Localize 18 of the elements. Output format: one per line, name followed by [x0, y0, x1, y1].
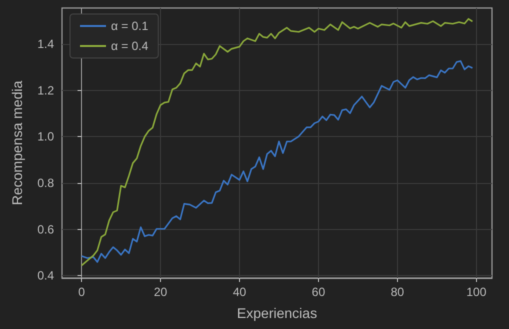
- x-tick-label: 20: [154, 285, 168, 299]
- x-tick-label: 60: [312, 285, 326, 299]
- y-tick-label: 0.6: [37, 222, 54, 236]
- y-axis-title: Recompensa media: [9, 80, 25, 206]
- line-series: [80, 18, 474, 266]
- legend-label: α = 0.1: [111, 19, 149, 33]
- line-series: [80, 60, 474, 263]
- x-tick-label: 40: [232, 285, 246, 299]
- y-tick-label: 1.0: [37, 130, 54, 144]
- legend-label: α = 0.4: [111, 39, 149, 53]
- x-tick-label: 80: [390, 285, 404, 299]
- y-tick-label: 0.4: [37, 268, 54, 283]
- x-tick-label: 100: [466, 285, 487, 299]
- y-tick-label: 1.2: [37, 83, 54, 98]
- y-tick-label: 1.4: [37, 36, 54, 51]
- y-tick-label: 0.8: [37, 176, 54, 190]
- x-axis-title: Experiencias: [236, 305, 318, 321]
- x-tick-label: 0: [78, 285, 86, 299]
